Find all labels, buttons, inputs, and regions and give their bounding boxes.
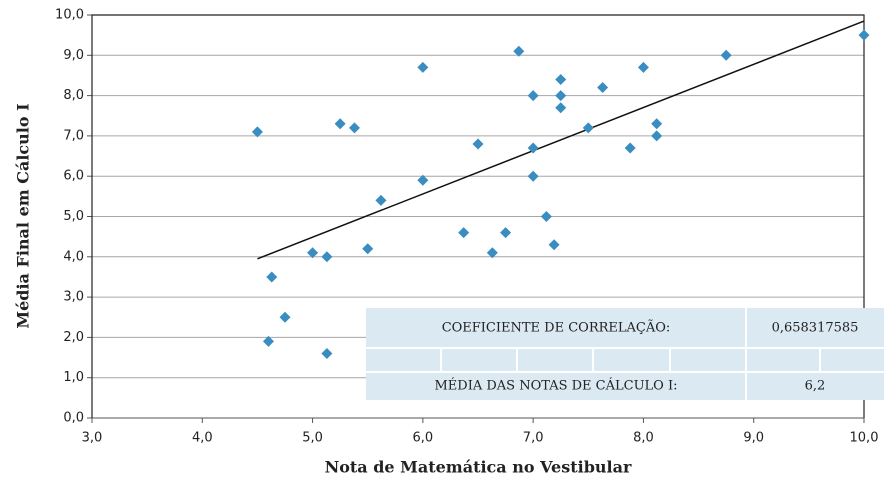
point bbox=[597, 82, 609, 94]
table-cell: 0,658317585 bbox=[772, 321, 859, 336]
x-tick-label: 7,0 bbox=[523, 431, 544, 446]
point bbox=[375, 194, 387, 206]
y-tick-label: 2,0 bbox=[63, 330, 84, 345]
point bbox=[555, 90, 567, 102]
point bbox=[637, 61, 649, 73]
point bbox=[362, 243, 374, 255]
y-tick-label: 8,0 bbox=[63, 88, 84, 103]
point bbox=[458, 227, 470, 239]
y-tick-label: 6,0 bbox=[63, 169, 84, 184]
point bbox=[651, 118, 663, 130]
point bbox=[251, 126, 263, 138]
point bbox=[486, 247, 498, 259]
point bbox=[858, 29, 870, 41]
point bbox=[321, 348, 333, 360]
plot-frame bbox=[91, 14, 865, 418]
point bbox=[321, 251, 333, 263]
point bbox=[262, 335, 274, 347]
x-axis-title: Nota de Matemática no Vestibular bbox=[325, 458, 632, 477]
table-cell: MÉDIA DAS NOTAS DE CÁLCULO I: bbox=[434, 378, 677, 394]
point bbox=[513, 45, 525, 57]
y-tick-label: 3,0 bbox=[63, 290, 84, 305]
y-axis-title: Média Final em Cálculo I bbox=[14, 103, 33, 328]
point bbox=[279, 311, 291, 323]
point bbox=[417, 61, 429, 73]
x-tick-label: 9,0 bbox=[743, 431, 764, 446]
point bbox=[720, 49, 732, 61]
point bbox=[540, 211, 552, 222]
point bbox=[307, 247, 319, 259]
point bbox=[417, 174, 429, 186]
table-cell: 6,2 bbox=[805, 379, 826, 394]
point bbox=[334, 118, 346, 130]
x-tick-label: 5,0 bbox=[302, 431, 323, 446]
y-tick-label: 10,0 bbox=[55, 8, 84, 23]
y-tick-label: 1,0 bbox=[63, 370, 84, 385]
point bbox=[555, 102, 567, 114]
trendline bbox=[257, 20, 865, 260]
point bbox=[624, 142, 636, 154]
point bbox=[527, 142, 539, 154]
point bbox=[651, 130, 663, 142]
point bbox=[555, 73, 567, 85]
table-cell: COEFICIENTE DE CORRELAÇÃO: bbox=[442, 320, 671, 336]
point bbox=[266, 271, 278, 283]
x-tick-label: 10,0 bbox=[850, 431, 879, 446]
x-tick-label: 8,0 bbox=[633, 431, 654, 446]
point bbox=[472, 138, 484, 150]
point bbox=[500, 227, 512, 239]
x-tick-label: 3,0 bbox=[82, 431, 103, 446]
y-tick-label: 4,0 bbox=[63, 249, 84, 264]
point bbox=[527, 170, 539, 182]
x-tick-label: 6,0 bbox=[413, 431, 434, 446]
point bbox=[348, 122, 360, 134]
point bbox=[582, 122, 594, 134]
x-tick-label: 4,0 bbox=[192, 431, 213, 446]
y-tick-label: 5,0 bbox=[63, 209, 84, 224]
point bbox=[548, 239, 560, 251]
table-bg bbox=[366, 308, 884, 400]
point bbox=[527, 90, 539, 102]
y-tick-label: 0,0 bbox=[63, 411, 84, 426]
y-tick-label: 7,0 bbox=[63, 128, 84, 143]
y-tick-label: 9,0 bbox=[63, 48, 84, 63]
